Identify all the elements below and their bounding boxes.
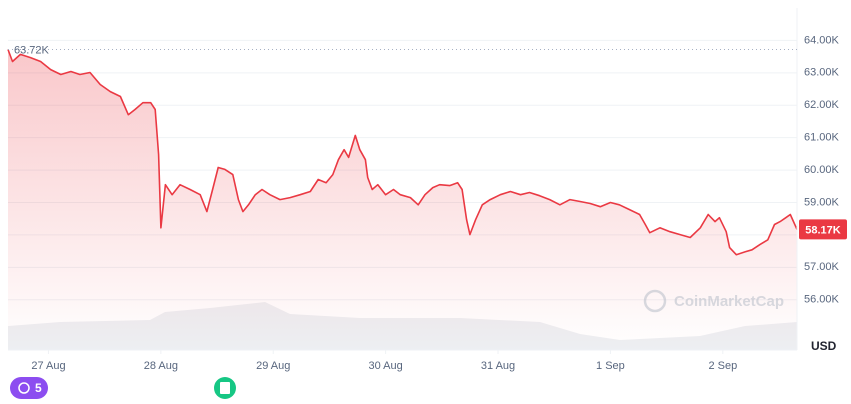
event-icon[interactable] [214, 377, 236, 399]
current-box [799, 219, 847, 240]
x-tick-label: 1 Sep [596, 360, 625, 372]
watermark-logo [643, 289, 667, 313]
x-tick-label: 2 Sep [708, 360, 737, 372]
badge-icon [18, 382, 30, 394]
area-fill [8, 49, 797, 350]
y-tick-label: 60.00K [804, 164, 840, 176]
badge-count: 5 [35, 381, 42, 395]
current-label: 58.17K [805, 224, 841, 236]
y-tick-label: 61.00K [804, 132, 840, 144]
high-label: 63.72K [14, 44, 50, 56]
x-tick-label: 28 Aug [144, 360, 178, 372]
y-tick-label: 63.00K [804, 67, 840, 79]
y-tick-label: 56.00K [804, 294, 840, 306]
x-tick-label: 27 Aug [31, 360, 65, 372]
y-tick-label: 64.00K [804, 34, 840, 46]
badge[interactable]: 5 [10, 377, 48, 399]
y-tick-label: 62.00K [804, 99, 840, 111]
x-tick-label: 29 Aug [256, 360, 290, 372]
event-doc [220, 382, 230, 394]
price-line [7, 49, 798, 256]
y-tick-label: 59.00K [804, 196, 840, 208]
x-tick-label: 30 Aug [369, 360, 403, 372]
y-axis-label: USD [811, 339, 837, 353]
watermark-text: CoinMarketCap [674, 293, 784, 310]
x-tick-label: 31 Aug [481, 360, 515, 372]
plot [7, 49, 798, 350]
y-tick-label: 57.00K [804, 261, 840, 273]
watermark: CoinMarketCap [643, 289, 784, 313]
